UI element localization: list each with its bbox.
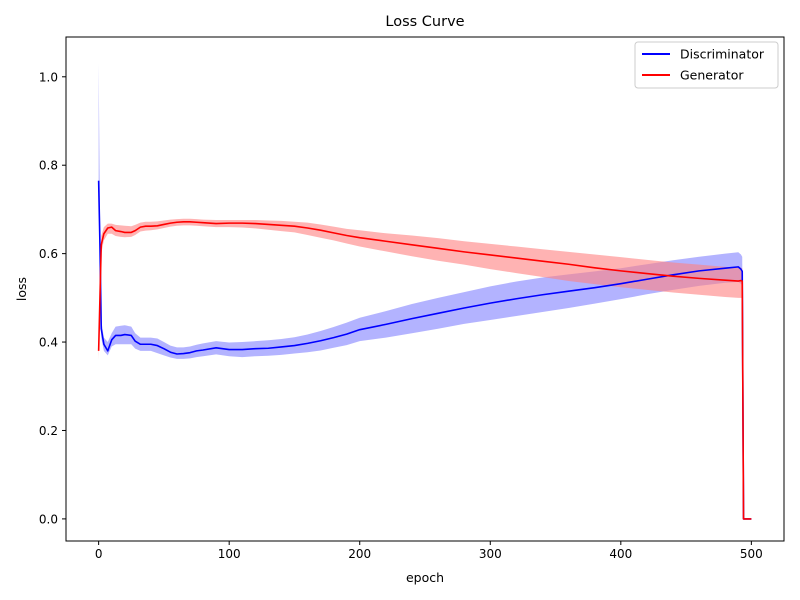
x-tick-label: 400 <box>609 547 632 561</box>
band-discriminator <box>98 63 752 519</box>
legend-label-generator: Generator <box>680 68 744 83</box>
x-tick-label: 300 <box>479 547 502 561</box>
confidence-bands <box>98 63 752 519</box>
band-generator <box>98 218 752 519</box>
y-tick-label: 0.4 <box>39 336 58 350</box>
y-tick-label: 0.6 <box>39 247 58 261</box>
y-tick-label: 0.0 <box>39 512 58 526</box>
x-tick-label: 200 <box>348 547 371 561</box>
series-lines <box>97 180 752 520</box>
line-discriminator <box>97 180 752 520</box>
legend-frame <box>634 41 779 89</box>
x-axis-label: epoch <box>406 570 444 585</box>
legend: Discriminator Generator <box>634 41 779 89</box>
plot-area-frame <box>65 36 785 542</box>
legend-label-discriminator: Discriminator <box>680 47 765 62</box>
y-axis-ticks: 0.0 0.2 0.4 0.6 0.8 1.0 <box>39 70 66 526</box>
y-tick-label: 0.8 <box>39 159 58 173</box>
y-axis-label: loss <box>14 277 29 301</box>
chart-title: Loss Curve <box>385 14 464 30</box>
y-tick-label: 0.2 <box>39 424 58 438</box>
x-tick-label: 0 <box>95 547 103 561</box>
x-tick-label: 500 <box>740 547 763 561</box>
line-generator <box>97 221 752 520</box>
x-axis-ticks: 0 100 200 300 400 500 <box>95 541 763 561</box>
x-tick-label: 100 <box>218 547 241 561</box>
y-tick-label: 1.0 <box>39 70 58 84</box>
